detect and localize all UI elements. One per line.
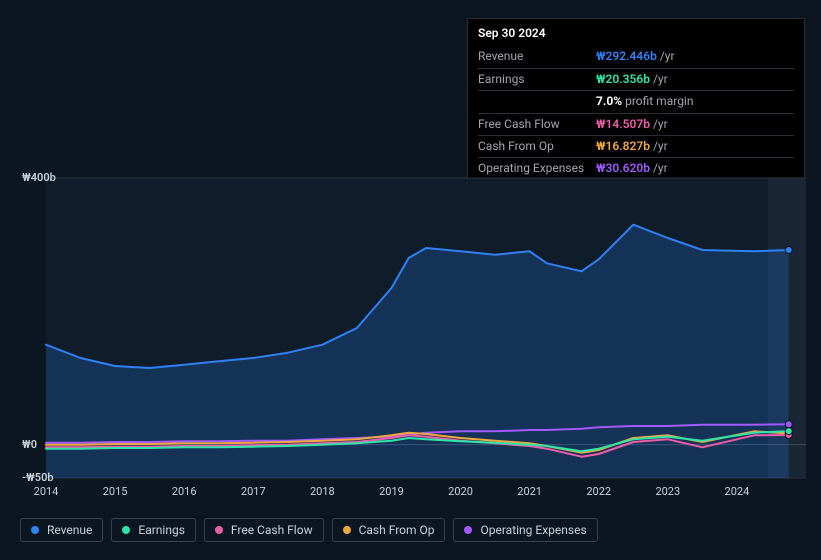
legend-dot bbox=[31, 526, 39, 534]
tooltip-row-value: ₩292.446b/yr bbox=[596, 48, 675, 65]
y-axis-label: ₩0 bbox=[22, 438, 37, 451]
tooltip-date: Sep 30 2024 bbox=[478, 25, 794, 42]
x-axis-label: 2024 bbox=[725, 485, 750, 498]
legend-item-earnings[interactable]: Earnings bbox=[111, 518, 196, 542]
y-axis-label: ₩400b bbox=[22, 171, 56, 184]
legend: Revenue Earnings Free Cash Flow Cash From O… bbox=[20, 518, 598, 542]
legend-item-cfo[interactable]: Cash From Op bbox=[332, 518, 446, 542]
x-axis-label: 2015 bbox=[103, 485, 128, 498]
legend-item-fcf[interactable]: Free Cash Flow bbox=[204, 518, 324, 542]
legend-label: Earnings bbox=[138, 523, 185, 537]
chart-container bbox=[16, 160, 806, 500]
legend-dot bbox=[122, 526, 130, 534]
tooltip-row: Revenue₩292.446b/yr bbox=[478, 46, 794, 67]
x-axis-label: 2016 bbox=[172, 485, 197, 498]
x-axis-label: 2014 bbox=[34, 485, 59, 498]
legend-label: Revenue bbox=[47, 523, 92, 537]
tooltip-row-label: Revenue bbox=[478, 48, 596, 65]
tooltip-row: Free Cash Flow₩14.507b/yr bbox=[478, 113, 794, 135]
x-axis-label: 2020 bbox=[448, 485, 473, 498]
tooltip-row-value: ₩16.827b/yr bbox=[596, 138, 668, 155]
tooltip-row-label: Cash From Op bbox=[478, 138, 596, 155]
tooltip-row: Cash From Op₩16.827b/yr bbox=[478, 135, 794, 157]
x-axis-label: 2019 bbox=[379, 485, 404, 498]
legend-dot bbox=[343, 526, 351, 534]
x-axis-label: 2022 bbox=[586, 485, 611, 498]
tooltip-row-label: Free Cash Flow bbox=[478, 116, 596, 133]
tooltip-row-value: ₩20.356b/yr bbox=[596, 71, 668, 88]
y-axis-label: -₩50b bbox=[22, 471, 54, 484]
x-axis-label: 2018 bbox=[310, 485, 335, 498]
x-axis-label: 2021 bbox=[517, 485, 542, 498]
legend-dot bbox=[215, 526, 223, 534]
tooltip-row: Earnings₩20.356b/yr bbox=[478, 68, 794, 90]
financial-chart[interactable] bbox=[16, 160, 806, 480]
legend-item-revenue[interactable]: Revenue bbox=[20, 518, 103, 542]
x-axis-label: 2017 bbox=[241, 485, 266, 498]
tooltip-subrow: 7.0% profit margin bbox=[478, 90, 794, 112]
legend-item-opex[interactable]: Operating Expenses bbox=[453, 518, 597, 542]
legend-label: Cash From Op bbox=[359, 523, 435, 537]
x-axis-label: 2023 bbox=[655, 485, 680, 498]
tooltip-row-label: Earnings bbox=[478, 71, 596, 88]
legend-label: Free Cash Flow bbox=[231, 523, 313, 537]
tooltip-row-value: ₩14.507b/yr bbox=[596, 116, 668, 133]
legend-label: Operating Expenses bbox=[480, 523, 586, 537]
legend-dot bbox=[464, 526, 472, 534]
